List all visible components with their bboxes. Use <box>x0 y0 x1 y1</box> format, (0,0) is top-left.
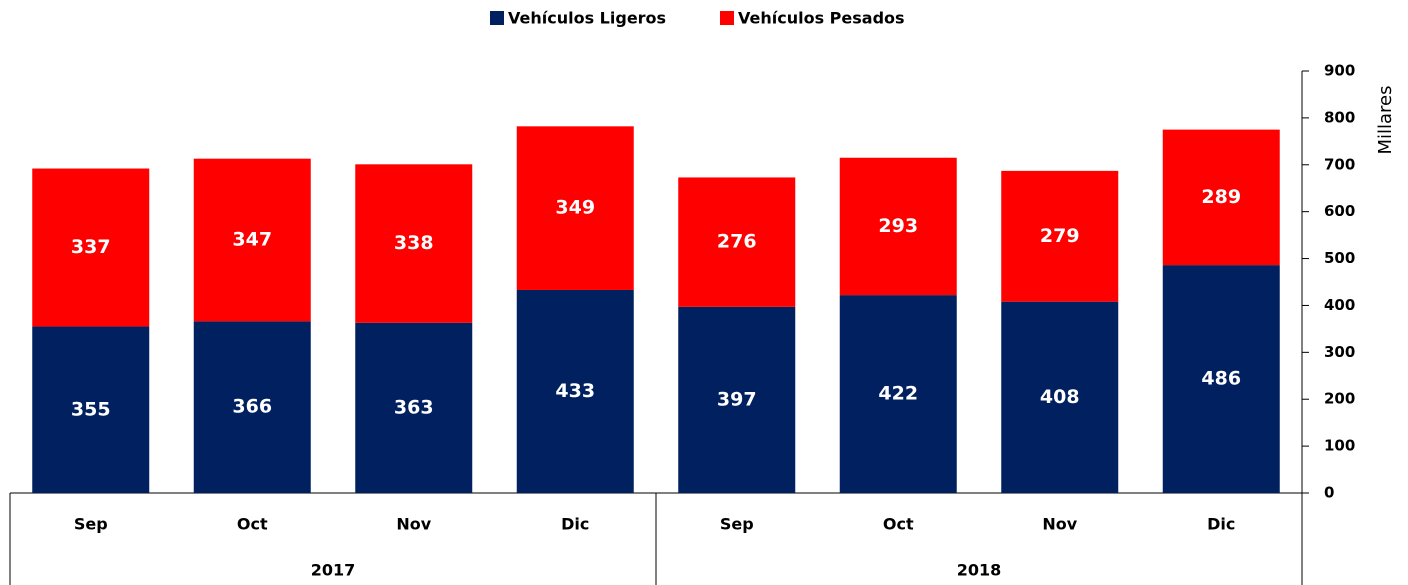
bar-segment <box>678 306 796 493</box>
x-tick-label: Dic <box>561 515 589 534</box>
legend-swatch <box>720 11 734 25</box>
y-axis-label: Millares <box>1375 85 1396 154</box>
x-tick-label: Sep <box>720 515 754 534</box>
value-label: 366 <box>232 396 272 418</box>
bar-segment <box>32 168 150 327</box>
group-label: 2018 <box>957 561 1002 580</box>
value-label: 276 <box>717 231 757 253</box>
x-tick-label: Oct <box>883 515 914 534</box>
bar-segment <box>839 157 957 296</box>
value-label: 363 <box>394 396 434 418</box>
value-label: 337 <box>71 236 111 258</box>
value-label: 289 <box>1201 186 1241 208</box>
y-tick-label: 700 <box>1324 155 1355 173</box>
value-label: 422 <box>878 383 918 405</box>
value-label: 355 <box>71 398 111 420</box>
value-label: 349 <box>555 197 595 219</box>
bar-segment <box>839 295 957 493</box>
y-tick-label: 900 <box>1324 62 1355 80</box>
value-label: 486 <box>1201 368 1241 390</box>
bar-segment <box>193 158 311 322</box>
bar-segment <box>1001 170 1119 302</box>
x-tick-label: Oct <box>237 515 268 534</box>
y-tick-label: 200 <box>1324 390 1355 408</box>
value-label: 338 <box>394 232 434 254</box>
x-tick-label: Dic <box>1207 515 1235 534</box>
value-label: 397 <box>717 388 757 410</box>
bar-segment <box>1162 265 1280 493</box>
value-label: 347 <box>232 229 272 251</box>
y-tick-label: 400 <box>1324 296 1355 314</box>
y-tick-label: 600 <box>1324 202 1355 220</box>
bar-segment <box>355 164 473 323</box>
x-tick-label: Nov <box>396 515 431 534</box>
bar-segment <box>516 289 634 493</box>
value-label: 408 <box>1040 386 1080 408</box>
bar-segment <box>355 322 473 493</box>
legend-swatch <box>490 11 504 25</box>
bar-segment <box>32 326 150 493</box>
value-label: 279 <box>1040 225 1080 247</box>
y-tick-label: 0 <box>1324 484 1334 502</box>
x-tick-label: Sep <box>74 515 108 534</box>
value-label: 433 <box>555 380 595 402</box>
legend-label: Vehículos Pesados <box>738 9 905 28</box>
value-label: 293 <box>878 215 918 237</box>
x-tick-label: Nov <box>1042 515 1077 534</box>
bar-segment <box>1162 129 1280 266</box>
group-label: 2017 <box>311 561 356 580</box>
bar-segment <box>516 126 634 290</box>
y-tick-label: 800 <box>1324 108 1355 126</box>
y-tick-label: 500 <box>1324 249 1355 267</box>
y-tick-label: 100 <box>1324 437 1355 455</box>
y-tick-label: 300 <box>1324 343 1355 361</box>
bar-segment <box>678 177 796 307</box>
bar-segment <box>1001 301 1119 493</box>
bar-segment <box>193 321 311 493</box>
legend-label: Vehículos Ligeros <box>508 9 666 28</box>
